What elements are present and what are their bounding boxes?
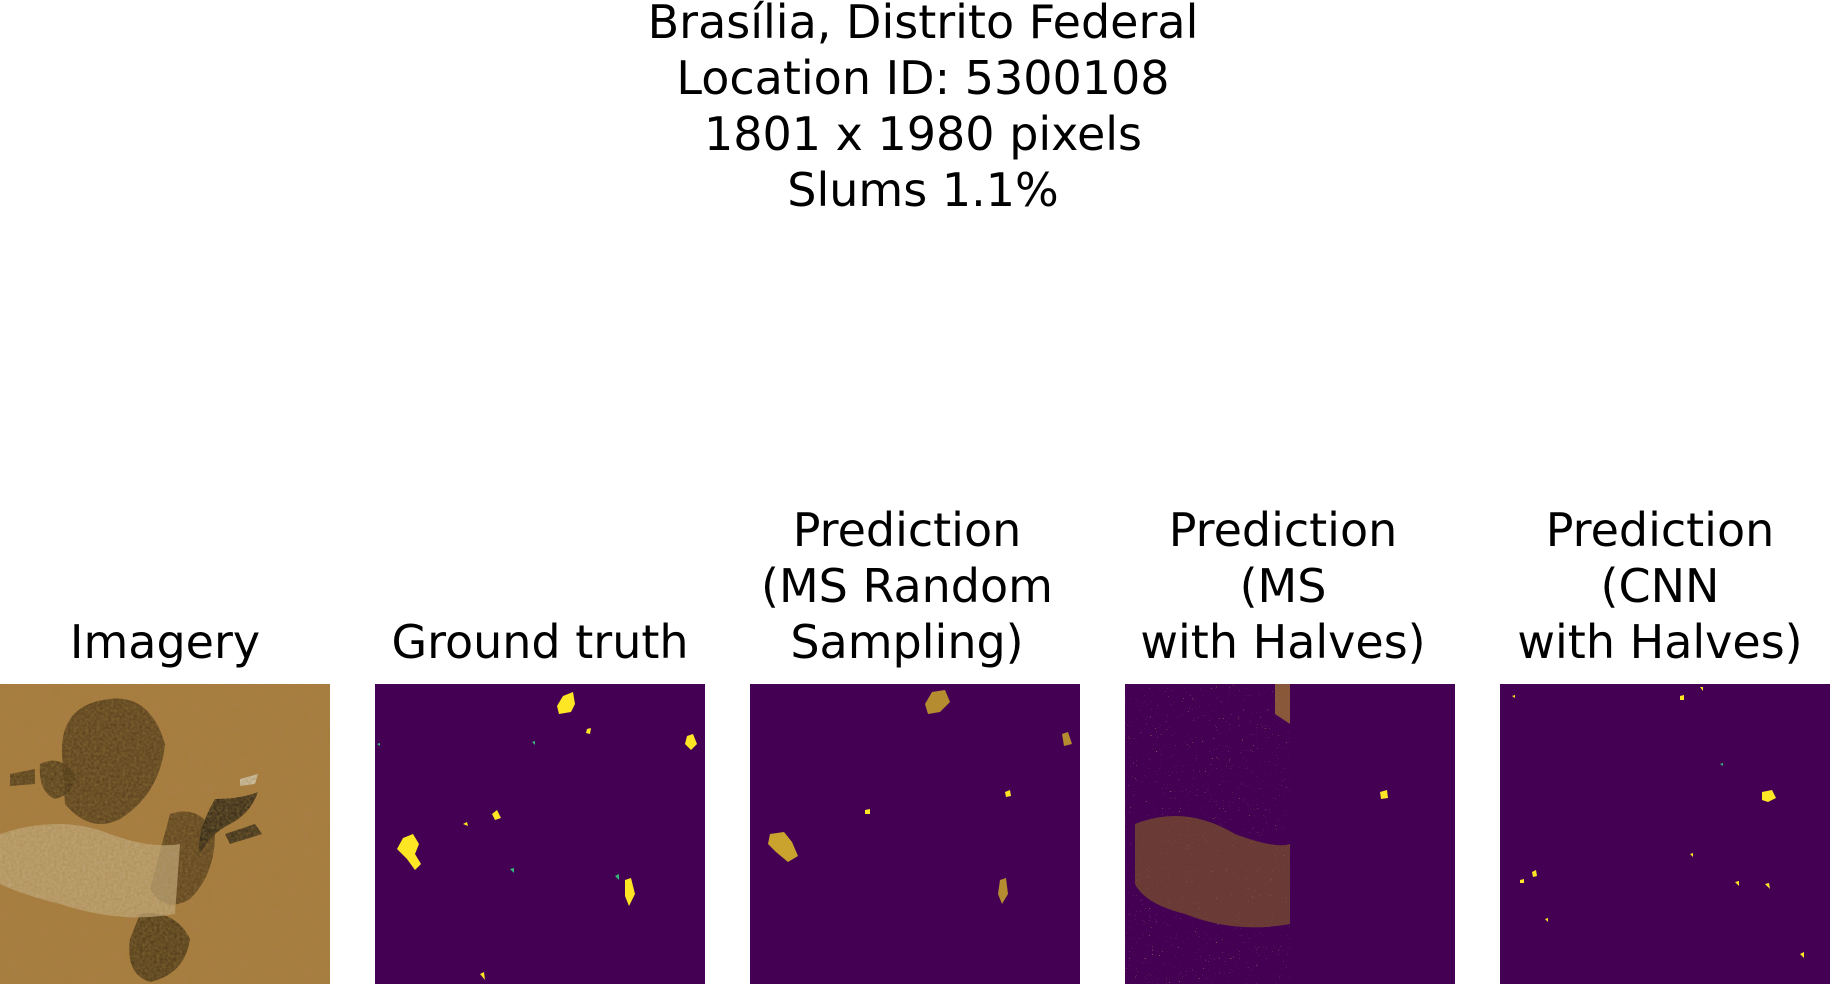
cnn-with-halves-panel: [1500, 684, 1830, 984]
panel-title-ground-truth: Ground truth: [330, 614, 750, 670]
title-city: Brasília, Distrito Federal: [647, 0, 1199, 49]
panel-title-ms-halves: Prediction (MS with Halves): [1073, 502, 1493, 670]
ms-random-sampling-mask: [750, 684, 1080, 984]
panel-title-line: Prediction: [792, 503, 1022, 557]
panel-title-line: with Halves): [1140, 615, 1426, 669]
cnn-with-halves-mask: [1500, 684, 1830, 984]
imagery-panel: [0, 684, 330, 984]
title-location-id: Location ID: 5300108: [676, 51, 1170, 105]
panel-title-line: Prediction: [1545, 503, 1775, 557]
panel-title-line: Imagery: [69, 615, 261, 669]
ground-truth-mask: [375, 684, 705, 984]
panel-title-line: (MS: [1239, 559, 1327, 613]
panel-title-line: (MS Random: [761, 559, 1053, 613]
figure-title: Brasília, Distrito Federal Location ID: …: [0, 0, 1830, 218]
ground-truth-panel: [375, 684, 705, 984]
panel-title-cnn-halves: Prediction (CNN with Halves): [1450, 502, 1830, 670]
title-dimensions: 1801 x 1980 pixels: [703, 107, 1143, 161]
satellite-image: [0, 684, 330, 984]
panel-title-ms-random: Prediction (MS Random Sampling): [697, 502, 1117, 670]
ms-with-halves-panel: [1125, 684, 1455, 984]
ms-random-sampling-panel: [750, 684, 1080, 984]
panel-title-line: Prediction: [1168, 503, 1398, 557]
panel-title-line: Ground truth: [391, 615, 689, 669]
ms-with-halves-mask: [1125, 684, 1455, 984]
title-slum-percentage: Slums 1.1%: [787, 163, 1059, 217]
panel-title-line: (CNN: [1600, 559, 1720, 613]
panel-title-line: with Halves): [1517, 615, 1803, 669]
panel-title-line: Sampling): [790, 615, 1024, 669]
panel-title-imagery: Imagery: [0, 614, 375, 670]
